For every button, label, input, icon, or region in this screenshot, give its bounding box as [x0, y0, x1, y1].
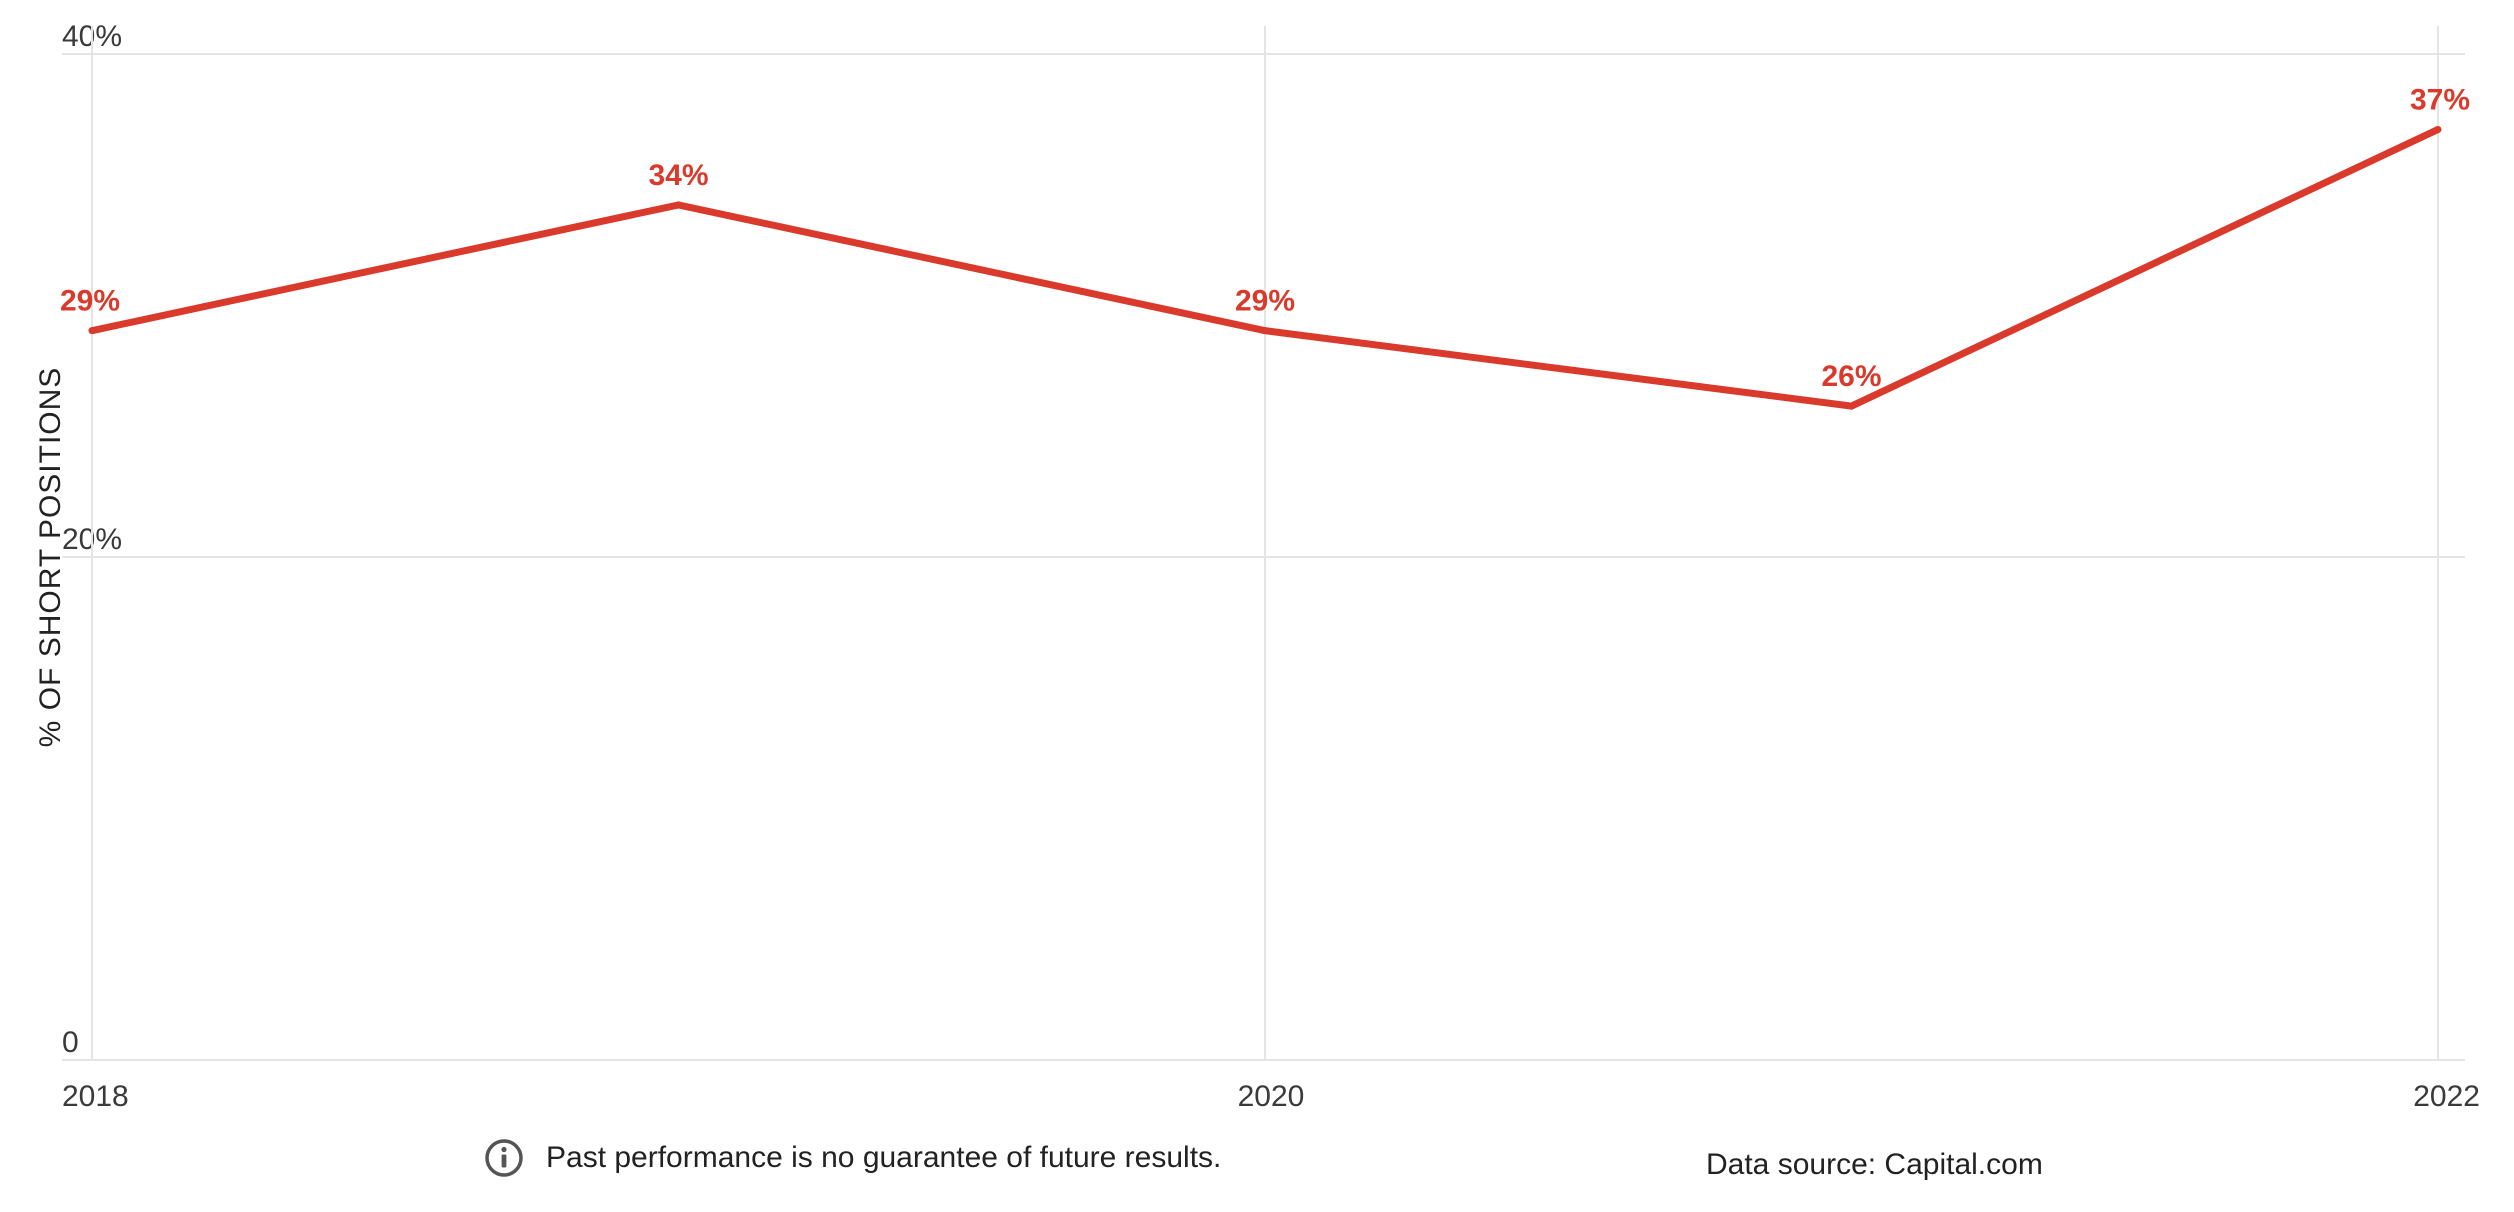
x-tick-label: 2022 [2413, 1080, 2480, 1113]
data-label: 29% [60, 285, 120, 318]
x-tick-label: 2020 [1238, 1080, 1305, 1113]
data-point [88, 327, 96, 335]
data-label: 26% [1821, 360, 1881, 393]
data-point [1848, 402, 1855, 410]
data-source: Data source: Capital.com [1706, 1148, 2043, 1181]
disclaimer-text: Past performance is no guarantee of futu… [546, 1141, 1222, 1174]
data-point [675, 201, 682, 209]
data-label: 34% [648, 159, 708, 192]
data-point [1261, 327, 1269, 335]
data-label: 37% [2410, 83, 2470, 116]
data-label: 29% [1235, 285, 1295, 318]
y-tick-label: 0 [62, 1026, 79, 1059]
data-point [2434, 125, 2442, 133]
y-axis-label: % OF SHORT POSITIONS [34, 367, 67, 748]
x-tick-label: 2018 [62, 1080, 129, 1113]
disclaimer: Past performance is no guarantee of futu… [484, 1138, 1221, 1178]
info-circle-icon[interactable] [484, 1138, 524, 1178]
